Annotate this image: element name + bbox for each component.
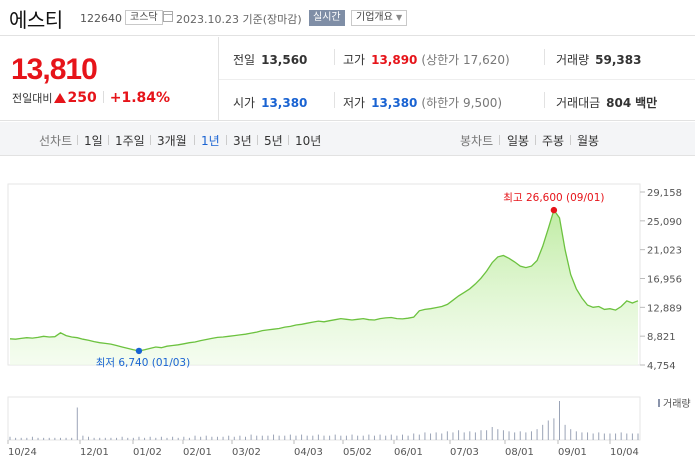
volume-legend-label: 거래량 bbox=[663, 398, 691, 410]
min-point bbox=[135, 347, 143, 355]
tab-1y[interactable]: 1년 bbox=[201, 134, 220, 148]
chevron-down-icon: ▼ bbox=[396, 13, 403, 22]
x-tick-label: 05/02 bbox=[343, 447, 372, 458]
max-label: 최고 26,600 (09/01) bbox=[503, 192, 604, 204]
company-info-dropdown[interactable]: 기업개요 ▼ bbox=[351, 10, 408, 26]
low-price: 저가 13,380 (하한가 9,500) bbox=[343, 96, 503, 110]
trade-amount: 거래대금 804 백만 bbox=[556, 96, 658, 110]
realtime-button[interactable]: 실시간 bbox=[309, 10, 345, 26]
tab-monthly[interactable]: 월봉 bbox=[577, 134, 600, 148]
current-price: 13,810 bbox=[11, 53, 98, 86]
line-chart-label: 선차트 bbox=[39, 134, 73, 148]
price-change: 전일대비 250 +1.84% bbox=[12, 90, 170, 106]
volume: 거래량 59,383 bbox=[556, 53, 642, 67]
tab-weekly[interactable]: 주봉 bbox=[542, 134, 565, 148]
x-tick-label: 04/03 bbox=[294, 447, 323, 458]
y-tick-label: 12,889 bbox=[647, 303, 682, 314]
quote-date: 2023.10.23 기준(장마감) bbox=[176, 13, 302, 26]
calendar-icon bbox=[163, 11, 173, 22]
volume-legend-swatch bbox=[658, 399, 660, 407]
tab-10y[interactable]: 10년 bbox=[295, 134, 322, 148]
open-price: 시가 13,380 bbox=[233, 96, 308, 110]
high-price: 고가 13,890 (상한가 17,620) bbox=[343, 53, 510, 67]
volume-frame bbox=[7, 396, 641, 441]
x-tick-label: 06/01 bbox=[394, 447, 423, 458]
candle-chart-label: 봉차트 bbox=[460, 134, 494, 148]
x-tick-label: 02/01 bbox=[183, 447, 212, 458]
prev-close: 전일 13,560 bbox=[233, 53, 308, 67]
stock-code: 122640 bbox=[80, 12, 122, 25]
y-tick-label: 4,754 bbox=[647, 361, 676, 372]
y-tick-label: 8,821 bbox=[647, 332, 676, 343]
x-tick-label: 10/04 bbox=[610, 447, 639, 458]
chart-tabs: 선차트 1일 1주일 3개월 1년 3년 5년 10년 봉차트 일봉 주봉 월봉 bbox=[0, 122, 695, 156]
tab-3m[interactable]: 3개월 bbox=[157, 134, 187, 148]
market-badge: 코스닥 bbox=[125, 10, 163, 25]
tab-daily[interactable]: 일봉 bbox=[507, 134, 530, 148]
tab-1d[interactable]: 1일 bbox=[84, 134, 103, 148]
change-percent: +1.84% bbox=[109, 90, 171, 106]
quote-summary: 13,810 전일대비 250 +1.84% 전일 13,560 고가 13,890 (상… bbox=[0, 37, 695, 121]
x-tick-label: 03/02 bbox=[232, 447, 261, 458]
y-tick-label: 21,023 bbox=[647, 246, 682, 257]
price-chart: 29,158 25,090 21,023 16,956 12,889 8,821 4,754… bbox=[0, 157, 695, 475]
price-area bbox=[10, 210, 638, 365]
y-tick-label: 29,158 bbox=[647, 188, 682, 199]
x-tick-label: 09/01 bbox=[558, 447, 587, 458]
stock-header: 에스티 122640 코스닥 2023.10.23 기준(장마감) 실시간 기업… bbox=[0, 0, 695, 36]
y-tick-label: 16,956 bbox=[647, 275, 682, 286]
x-tick-label: 07/03 bbox=[450, 447, 479, 458]
tab-5y[interactable]: 5년 bbox=[264, 134, 283, 148]
x-tick-label: 01/02 bbox=[133, 447, 162, 458]
stock-name: 에스티 bbox=[9, 8, 63, 32]
up-triangle-icon bbox=[54, 93, 67, 103]
x-tick-label: 12/01 bbox=[80, 447, 109, 458]
price-line bbox=[9, 208, 639, 352]
max-point bbox=[550, 206, 558, 214]
price-chart-svg: 29,158 25,090 21,023 16,956 12,889 8,821 4,754… bbox=[7, 183, 691, 458]
x-tick-label: 10/24 bbox=[8, 447, 37, 458]
y-tick-label: 25,090 bbox=[647, 217, 682, 228]
tab-3y[interactable]: 3년 bbox=[233, 134, 252, 148]
change-value: 250 bbox=[67, 90, 97, 106]
tab-1w[interactable]: 1주일 bbox=[115, 134, 145, 148]
prev-day-label: 전일대비 bbox=[12, 92, 53, 105]
x-tick-label: 08/01 bbox=[505, 447, 534, 458]
min-label: 최저 6,740 (01/03) bbox=[96, 357, 191, 369]
